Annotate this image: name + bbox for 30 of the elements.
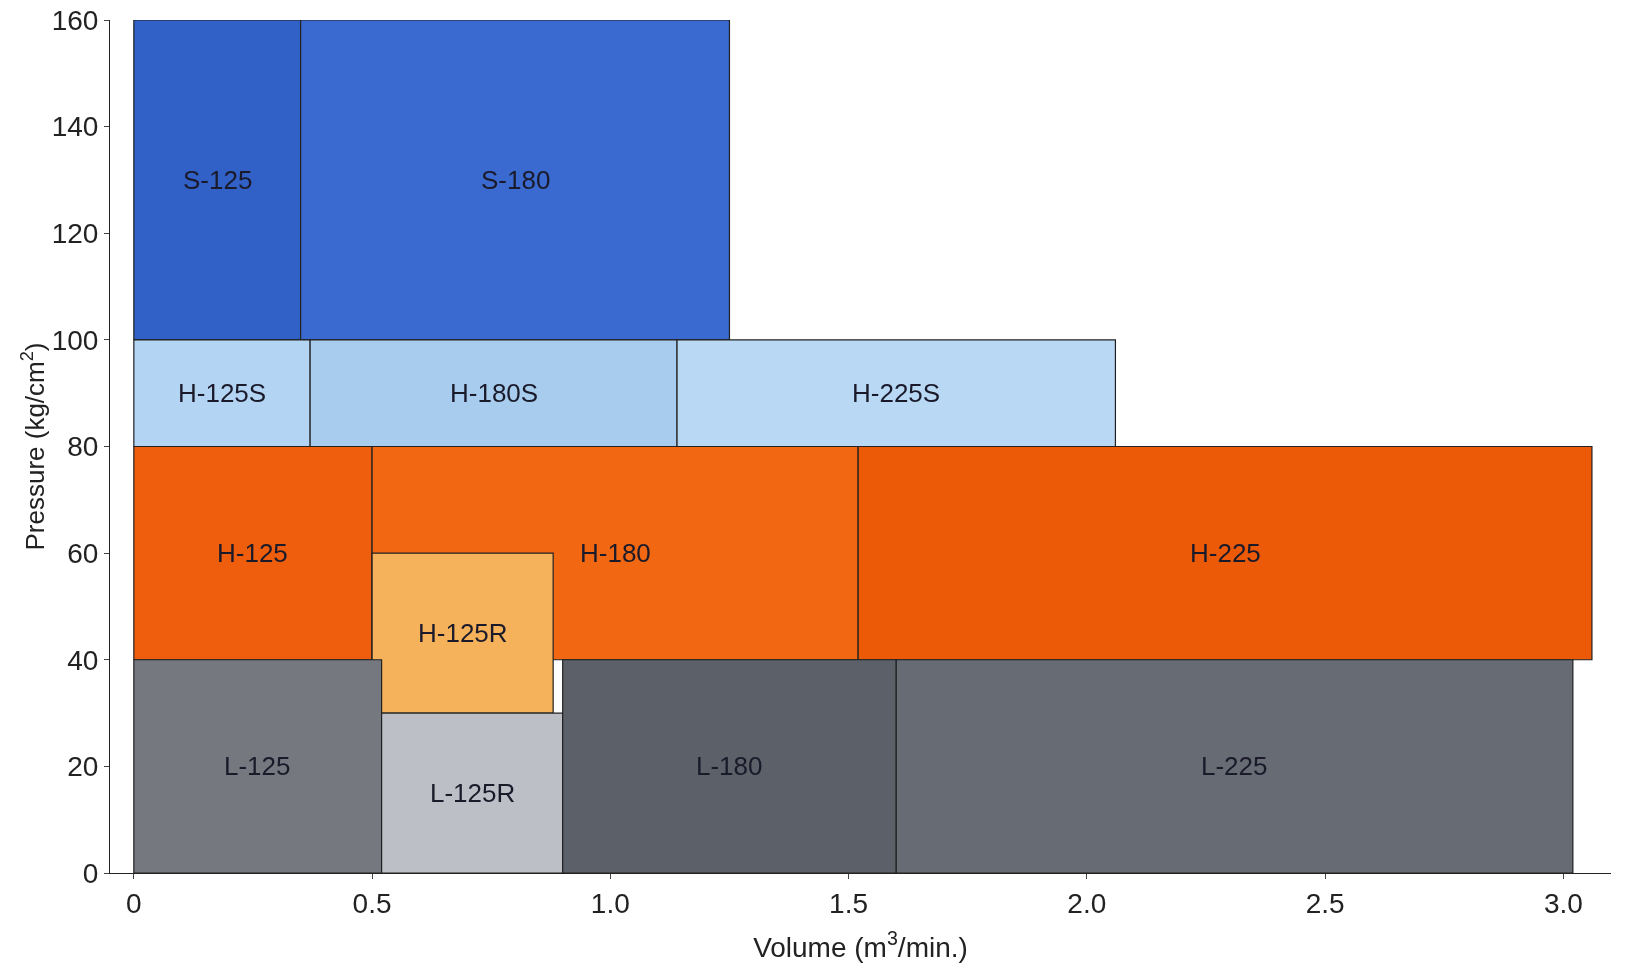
x-tick-label: 0 xyxy=(126,887,142,919)
series-label: H-180S xyxy=(450,378,539,408)
y-tick-label: 60 xyxy=(67,537,99,569)
series-label: L-180 xyxy=(696,751,763,781)
series-label: S-125 xyxy=(183,165,253,195)
y-tick-label: 160 xyxy=(51,4,99,36)
series-label: H-125R xyxy=(418,618,508,648)
series-label: S-180 xyxy=(481,165,551,195)
series-label: H-225 xyxy=(1190,538,1261,568)
series-label: H-125 xyxy=(217,538,288,568)
y-tick-label: 100 xyxy=(51,324,99,356)
x-tick-label: 1.5 xyxy=(829,887,869,919)
series-label: L-125R xyxy=(430,778,516,808)
y-tick-label: 140 xyxy=(51,111,99,143)
x-tick-label: 3.0 xyxy=(1543,887,1583,919)
y-tick-label: 120 xyxy=(51,218,99,250)
y-tick-label: 80 xyxy=(67,431,99,463)
series-label: H-225S xyxy=(852,378,941,408)
series-label: H-125S xyxy=(178,378,267,408)
x-axis-title: Volume (m$^{3}$/min.) xyxy=(753,927,968,963)
y-tick-label: 40 xyxy=(67,644,99,676)
x-tick-label: 2.0 xyxy=(1067,887,1107,919)
x-tick-label: 0.5 xyxy=(352,887,392,919)
x-tick-label: 1.0 xyxy=(590,887,630,919)
series-label: L-125 xyxy=(224,751,291,781)
y-tick-label: 0 xyxy=(82,857,99,889)
series-label: H-180 xyxy=(580,538,651,568)
x-tick-label: 2.5 xyxy=(1305,887,1345,919)
series-label: L-225 xyxy=(1201,751,1268,781)
y-tick-label: 20 xyxy=(67,751,99,783)
